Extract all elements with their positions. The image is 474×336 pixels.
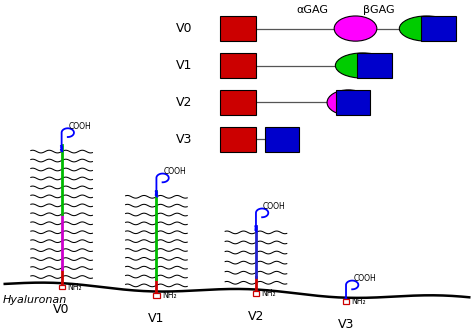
Text: NH₂: NH₂ bbox=[67, 283, 82, 292]
Bar bbox=[357, 53, 392, 78]
Ellipse shape bbox=[334, 16, 377, 41]
Text: V0: V0 bbox=[54, 303, 70, 316]
Text: Hyaluronan: Hyaluronan bbox=[2, 295, 67, 305]
Text: V1: V1 bbox=[175, 59, 192, 72]
Bar bbox=[220, 53, 256, 78]
Text: NH₂: NH₂ bbox=[162, 291, 176, 300]
Bar bbox=[336, 90, 370, 115]
Text: V2: V2 bbox=[248, 310, 264, 323]
Text: αGAG: αGAG bbox=[297, 5, 329, 15]
Bar bbox=[153, 293, 159, 298]
Text: V0: V0 bbox=[175, 22, 192, 35]
Ellipse shape bbox=[399, 16, 454, 41]
Bar bbox=[220, 90, 256, 115]
Text: V2: V2 bbox=[175, 96, 192, 109]
Bar bbox=[421, 16, 456, 41]
Text: COOH: COOH bbox=[164, 167, 186, 176]
Ellipse shape bbox=[327, 90, 370, 115]
Bar bbox=[220, 16, 256, 41]
Bar bbox=[253, 291, 259, 296]
Bar bbox=[59, 285, 64, 289]
Text: COOH: COOH bbox=[69, 122, 91, 131]
Text: V1: V1 bbox=[148, 312, 164, 325]
Text: COOH: COOH bbox=[263, 202, 286, 211]
Text: COOH: COOH bbox=[353, 274, 376, 283]
Text: V3: V3 bbox=[338, 318, 354, 331]
Ellipse shape bbox=[335, 53, 390, 78]
Text: NH₂: NH₂ bbox=[351, 297, 366, 306]
Bar bbox=[220, 127, 256, 152]
Bar bbox=[265, 127, 299, 152]
Bar bbox=[343, 299, 349, 304]
Text: V3: V3 bbox=[175, 133, 192, 146]
Text: βGAG: βGAG bbox=[364, 5, 395, 15]
Text: NH₂: NH₂ bbox=[262, 289, 276, 298]
